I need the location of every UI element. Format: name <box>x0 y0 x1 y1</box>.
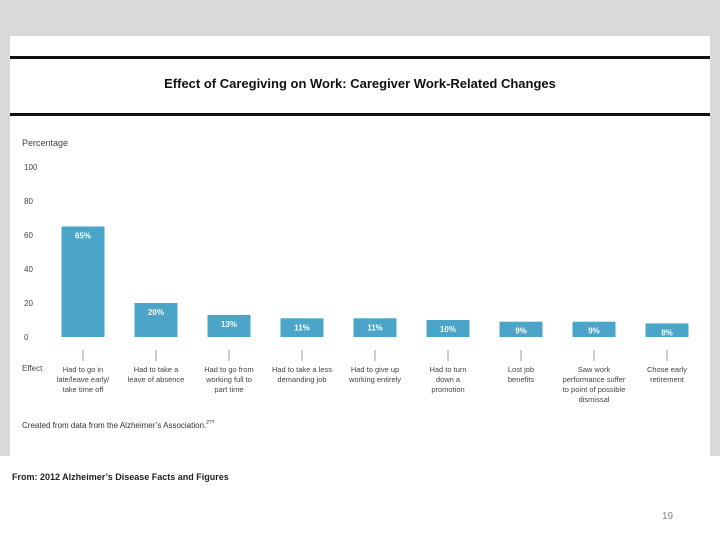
category-label: Chose early retirement <box>647 365 687 384</box>
category-labels: Had to go in late/leave early/take time o… <box>57 350 687 404</box>
data-label: 20% <box>148 308 164 317</box>
y-tick-label: 20 <box>24 299 33 308</box>
category-label-line: Lost job <box>508 365 534 374</box>
category-label-line: Had to take a less <box>272 365 332 374</box>
credit-text: Created from data from the Alzheimer’s A… <box>22 420 215 430</box>
category-label-line: demanding job <box>277 375 326 384</box>
y-ticks: 0 20 40 60 80 100 <box>24 163 38 342</box>
y-axis-label: Percentage <box>22 138 68 148</box>
bar <box>61 226 105 337</box>
category-label-line: Had to go in <box>63 365 103 374</box>
y-tick-label: 100 <box>24 163 38 172</box>
category-label-line: leave of absence <box>128 375 185 384</box>
category-label-line: Had to turn <box>429 365 466 374</box>
bar <box>645 323 689 337</box>
bars: 65% 20% 13% 11% 11% 10% 9% 9% 8% <box>61 226 689 337</box>
category-label-line: late/leave early/ <box>57 375 110 384</box>
y-tick-label: 0 <box>24 333 29 342</box>
category-label-line: down a <box>436 375 461 384</box>
category-label-line: working entirely <box>348 375 401 384</box>
category-label-line: promotion <box>431 385 464 394</box>
bar-chart: Percentage Effect 0 20 40 60 80 100 65% 20% 13%… <box>22 138 689 430</box>
bar <box>134 303 178 337</box>
category-label-line: performance suffer <box>563 375 626 384</box>
category-label-line: Had to go from <box>204 365 254 374</box>
category-label-line: part time <box>214 385 243 394</box>
bar <box>207 314 251 337</box>
bar <box>572 321 616 337</box>
category-label-line: Had to take a <box>134 365 179 374</box>
data-label: 11% <box>367 323 383 332</box>
below-panel: From: 2012 Alzheimer’s Disease Facts and… <box>0 456 720 540</box>
y-tick-label: 80 <box>24 197 33 206</box>
category-label: Had to turn down a promotion <box>429 365 466 394</box>
y-tick-label: 60 <box>24 231 33 240</box>
data-label: 13% <box>221 320 237 329</box>
data-label: 9% <box>515 327 527 336</box>
source-citation: From: 2012 Alzheimer’s Disease Facts and… <box>12 472 229 482</box>
data-label: 10% <box>440 325 456 334</box>
category-label-line: Chose early <box>647 365 687 374</box>
title-rule <box>10 113 710 116</box>
category-label-line: Had to give up <box>351 365 399 374</box>
data-label: 65% <box>75 232 91 241</box>
category-label-line: working full to <box>205 375 252 384</box>
data-label: 11% <box>294 323 310 332</box>
credit-main: Created from data from the Alzheimer’s A… <box>22 421 206 430</box>
category-label: Lost job benefits <box>508 365 535 384</box>
x-axis-label: Effect <box>22 364 43 373</box>
category-label-line: retirement <box>650 375 685 384</box>
bar <box>280 318 324 337</box>
category-label-line: benefits <box>508 375 535 384</box>
category-label: Had to take a leave of absence <box>128 365 185 384</box>
y-tick-label: 40 <box>24 265 33 274</box>
category-label-line: Saw work <box>578 365 611 374</box>
figure-panel: Effect of Caregiving on Work: Caregiver … <box>10 36 710 456</box>
credit-superscript: 2?? <box>206 420 215 426</box>
category-label: Had to go in late/leave early/take time o… <box>57 365 110 394</box>
category-label-line: take time off <box>63 385 105 394</box>
category-label: Had to give up working entirely <box>348 365 401 384</box>
figure-title: Effect of Caregiving on Work: Caregiver … <box>164 76 556 91</box>
category-label-line: to point of possible <box>563 385 626 394</box>
category-label: Had to take a less demanding job <box>272 365 332 384</box>
bar <box>353 318 397 337</box>
top-rule <box>10 56 710 59</box>
bar <box>499 321 543 337</box>
category-label-line: dismissal <box>579 395 610 404</box>
bar <box>426 320 470 337</box>
category-label: Had to go from working full to part time <box>204 365 254 394</box>
category-label: Saw work performance suffer to point of po… <box>563 365 626 404</box>
data-label: 9% <box>588 327 600 336</box>
slide-number: 19 <box>662 511 674 522</box>
data-label: 8% <box>661 328 673 337</box>
